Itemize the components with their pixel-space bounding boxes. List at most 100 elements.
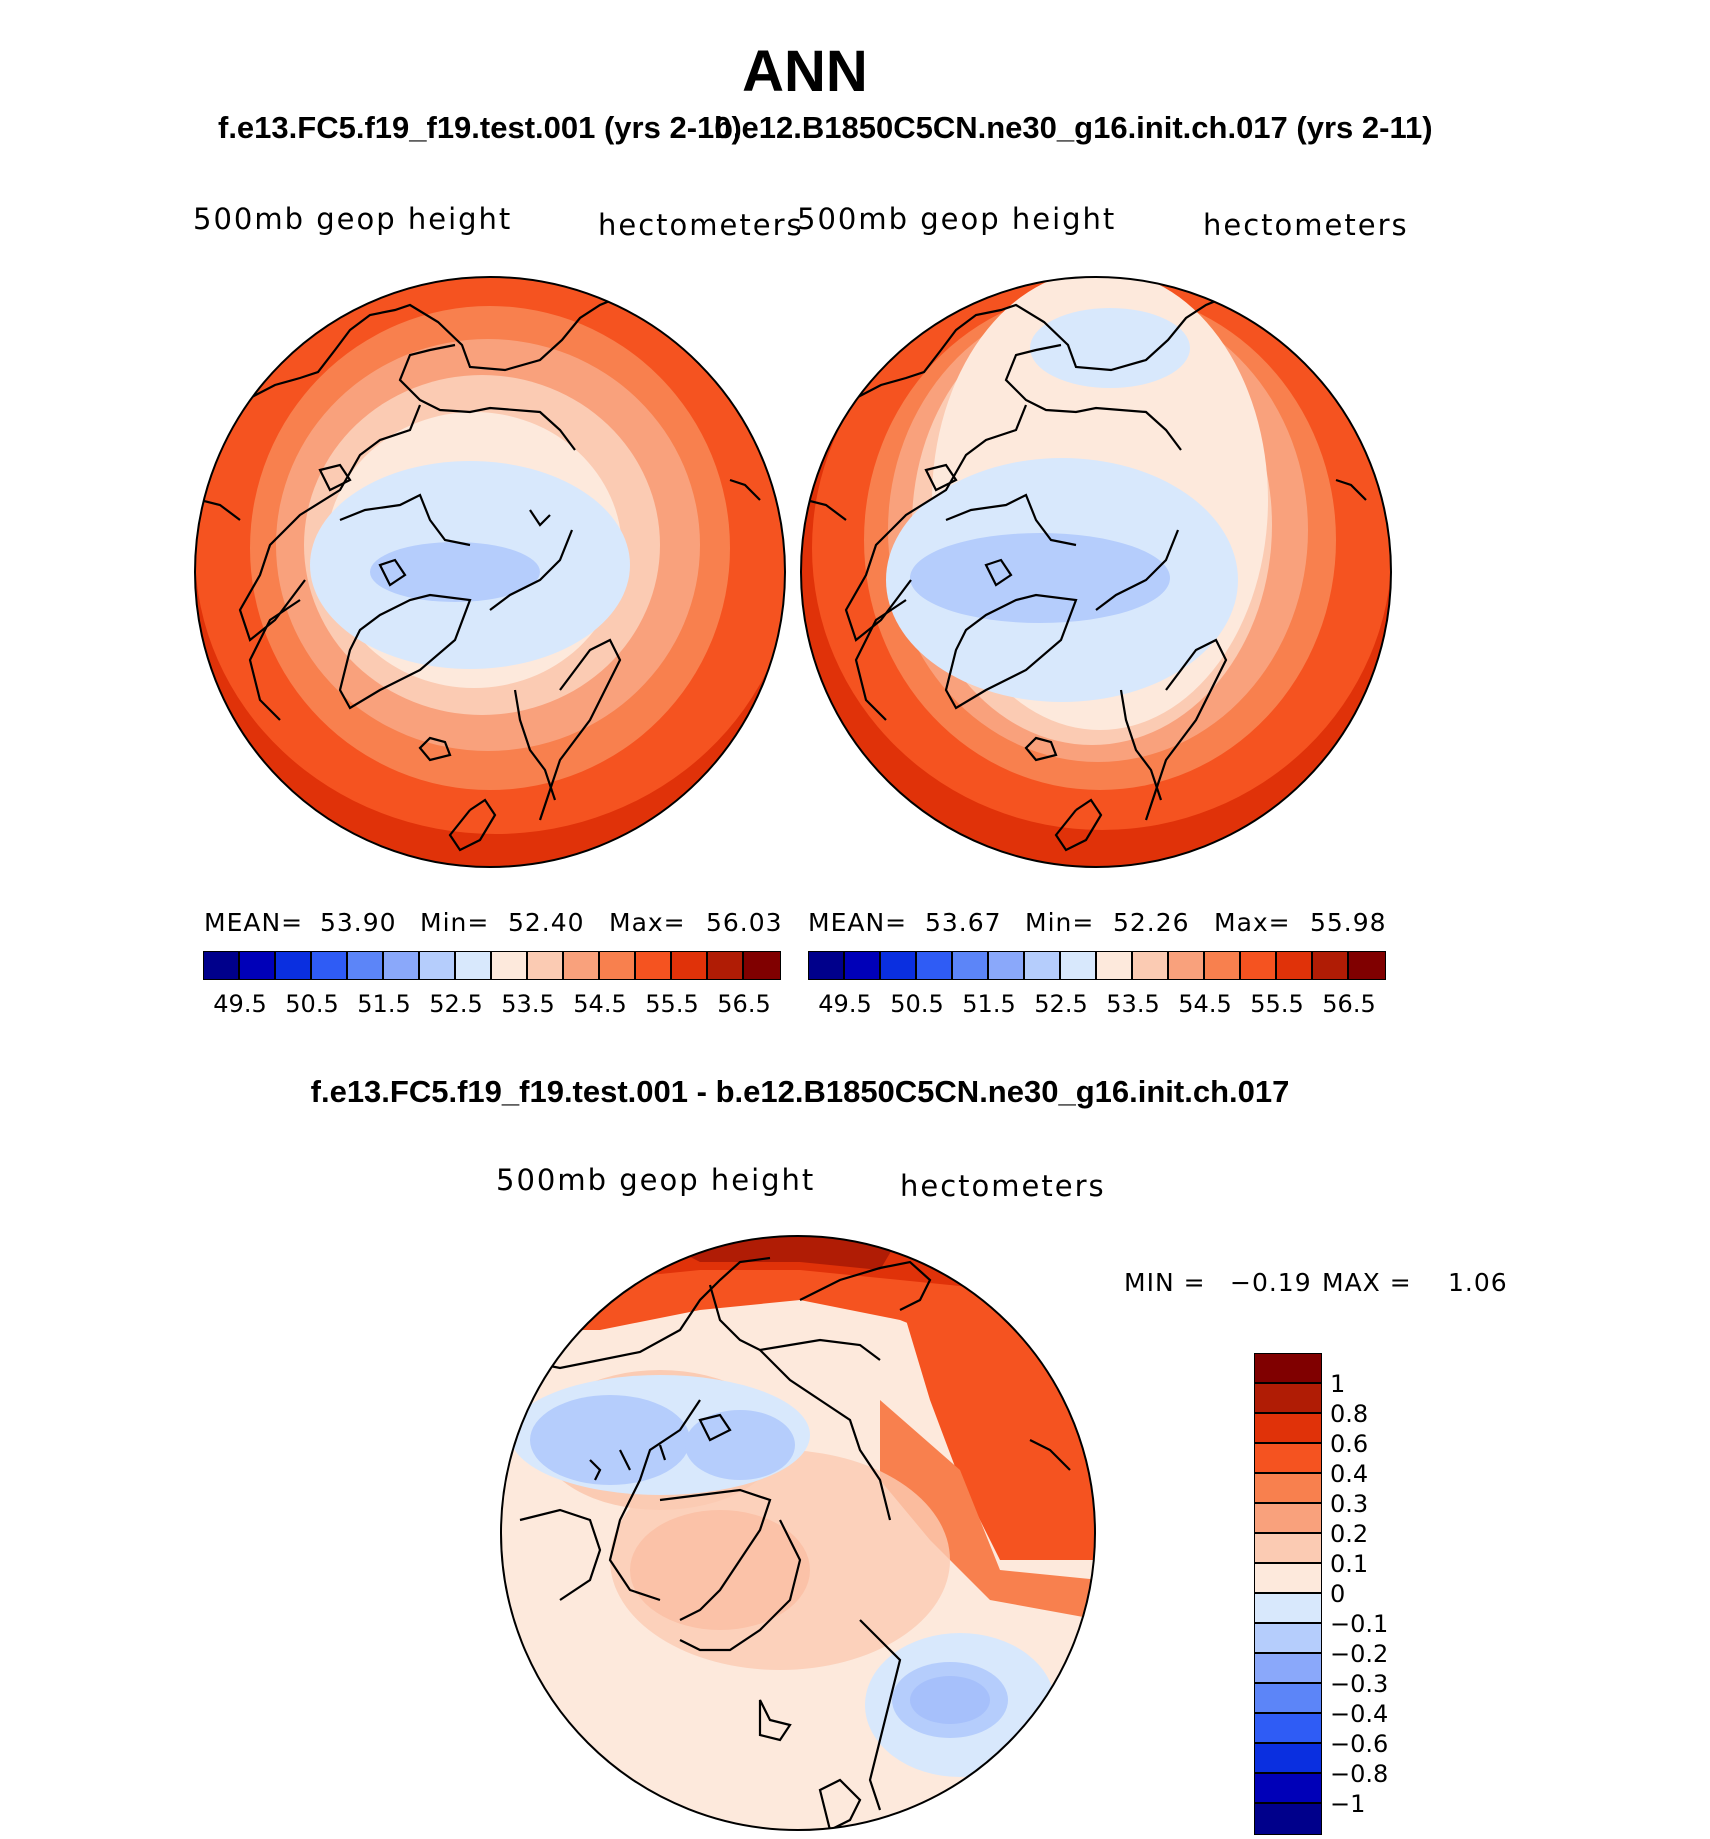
control-min-label: Min=: [1025, 908, 1095, 937]
test-colorbar-cell: [456, 952, 492, 979]
diff-min-value: −0.19: [1230, 1268, 1312, 1297]
control-colorbar-cell: [1169, 952, 1205, 979]
test-colorbar-cells: [204, 952, 780, 979]
difference-colorbar-tick-label: 1: [1330, 1370, 1346, 1398]
test-colorbar-cell: [348, 952, 384, 979]
control-max-label: Max=: [1214, 908, 1291, 937]
control-colorbar-cell: [845, 952, 881, 979]
control-max-value: 55.98: [1310, 908, 1387, 937]
difference-colorbar-tick-label: −0.6: [1330, 1730, 1389, 1758]
test-colorbar-tick-label: 55.5: [645, 990, 699, 1018]
difference-colorbar-cell: [1255, 1774, 1321, 1804]
test-colorbar-cell: [420, 952, 456, 979]
control-colorbar-cell: [1025, 952, 1061, 979]
difference-colorbar-tick-label: 0.1: [1330, 1550, 1369, 1578]
test-colorbar-cell: [312, 952, 348, 979]
difference-colorbar-cell: [1255, 1474, 1321, 1504]
difference-colorbar-cell: [1255, 1654, 1321, 1684]
difference-colorbar-tick-label: 0.8: [1330, 1400, 1369, 1428]
difference-colorbar-cell: [1255, 1624, 1321, 1654]
difference-colorbar-cell: [1255, 1354, 1321, 1384]
test-colorbar-cell: [744, 952, 780, 979]
control-coastlines: [805, 298, 1367, 852]
test-min-value: 52.40: [508, 908, 585, 937]
control-min-value: 52.26: [1113, 908, 1190, 937]
control-colorbar-tick-label: 49.5: [818, 990, 872, 1018]
test-colorbar-cell: [600, 952, 636, 979]
test-variable-label: 500mb geop height: [193, 202, 513, 236]
test-max-label: Max=: [609, 908, 686, 937]
diff-min-label: MIN =: [1124, 1268, 1206, 1297]
control-map-border: [800, 276, 1392, 868]
control-colorbar-cell: [953, 952, 989, 979]
test-case-title: f.e13.FC5.f19_f19.test.001 (yrs 2-10): [218, 110, 742, 145]
control-units-label: hectometers: [1203, 208, 1409, 242]
diff-variable-label: 500mb geop height: [496, 1163, 816, 1197]
main-title: ANN: [742, 39, 868, 104]
difference-colorbar-tick-label: −1: [1330, 1790, 1366, 1818]
control-colorbar-cell: [1277, 952, 1313, 979]
test-colorbar-cell: [636, 952, 672, 979]
test-max-value: 56.03: [706, 908, 783, 937]
diff-max-label: MAX =: [1322, 1268, 1412, 1297]
control-colorbar-cell: [1205, 952, 1241, 979]
test-colorbar-cell: [672, 952, 708, 979]
control-colorbar-cell: [917, 952, 953, 979]
control-colorbar-tick-label: 54.5: [1178, 990, 1232, 1018]
difference-colorbar-cell: [1255, 1594, 1321, 1624]
control-variable-label: 500mb geop height: [797, 202, 1117, 236]
test-colorbar-tick-label: 50.5: [285, 990, 339, 1018]
test-map-border: [194, 276, 786, 868]
test-colorbar-cell: [240, 952, 276, 979]
test-colorbar-cell: [708, 952, 744, 979]
test-min-label: Min=: [420, 908, 490, 937]
diff-units-label: hectometers: [900, 1169, 1106, 1203]
difference-colorbar-tick-label: −0.2: [1330, 1640, 1389, 1668]
difference-colorbar-cell: [1255, 1384, 1321, 1414]
test-colorbar-labels: 49.5 50.5 51.5 52.5 53.5 54.5 55.5 56.5: [204, 990, 780, 1020]
test-colorbar-tick-label: 49.5: [213, 990, 267, 1018]
diff-max-value: 1.06: [1448, 1268, 1508, 1297]
control-colorbar-cell: [989, 952, 1025, 979]
difference-colorbar-tick-label: −0.8: [1330, 1760, 1389, 1788]
control-colorbar-tick-label: 50.5: [890, 990, 944, 1018]
difference-colorbar-tick-label: −0.3: [1330, 1670, 1389, 1698]
control-mean-value: 53.67: [925, 908, 1002, 937]
difference-colorbar-tick-label: 0.6: [1330, 1430, 1369, 1458]
test-colorbar-cell: [564, 952, 600, 979]
test-colorbar-tick-label: 54.5: [573, 990, 627, 1018]
control-colorbar-cells: [809, 952, 1385, 979]
control-colorbar-tick-label: 51.5: [962, 990, 1016, 1018]
test-colorbar-cell: [204, 952, 240, 979]
control-colorbar-tick-label: 53.5: [1106, 990, 1160, 1018]
difference-colorbar-cell: [1255, 1564, 1321, 1594]
control-colorbar-labels: 49.5 50.5 51.5 52.5 53.5 54.5 55.5 56.5: [809, 990, 1385, 1020]
test-colorbar-tick-label: 56.5: [717, 990, 771, 1018]
control-colorbar-cell: [1313, 952, 1349, 979]
difference-colorbar-tick-label: 0.4: [1330, 1460, 1369, 1488]
difference-colorbar-labels: 1 0.8 0.6 0.4 0.3 0.2 0.1 0 −0.1 −0.2 −0.3 −0.4 −0.6…: [1330, 1354, 1450, 1834]
control-polar-map: [801, 277, 1391, 867]
control-colorbar-tick-label: 55.5: [1250, 990, 1304, 1018]
control-colorbar-cell: [1097, 952, 1133, 979]
difference-colorbar-tick-label: 0.3: [1330, 1490, 1369, 1518]
test-colorbar-cell: [384, 952, 420, 979]
test-colorbar-tick-label: 53.5: [501, 990, 555, 1018]
control-colorbar-cell: [809, 952, 845, 979]
difference-colorbar-cell: [1255, 1414, 1321, 1444]
test-colorbar-tick-label: 52.5: [429, 990, 483, 1018]
difference-colorbar-cell: [1255, 1684, 1321, 1714]
difference-colorbar-tick-label: 0: [1330, 1580, 1346, 1608]
control-colorbar-tick-label: 52.5: [1034, 990, 1088, 1018]
control-colorbar-cell: [1061, 952, 1097, 979]
test-colorbar-cell: [528, 952, 564, 979]
difference-coastlines: [519, 1256, 1071, 1830]
difference-colorbar-cell: [1255, 1744, 1321, 1774]
test-units-label: hectometers: [598, 208, 804, 242]
test-colorbar-tick-label: 51.5: [357, 990, 411, 1018]
difference-colorbar-tick-label: −0.4: [1330, 1700, 1389, 1728]
difference-colorbar-tick-label: 0.2: [1330, 1520, 1369, 1548]
difference-map-border: [500, 1235, 1096, 1831]
test-colorbar-cell: [276, 952, 312, 979]
control-mean-label: MEAN=: [808, 908, 908, 937]
